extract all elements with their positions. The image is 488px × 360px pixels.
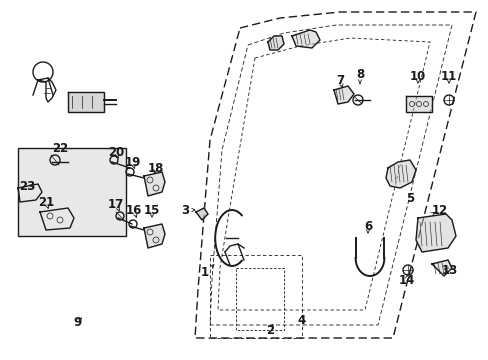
Polygon shape [143,172,164,196]
Text: 20: 20 [108,145,124,158]
Text: 11: 11 [440,69,456,82]
Text: 7: 7 [335,73,344,86]
Text: 19: 19 [124,157,141,170]
Polygon shape [18,184,42,202]
Polygon shape [405,96,431,112]
Polygon shape [431,260,451,276]
Text: 16: 16 [125,203,142,216]
Text: 5: 5 [405,192,413,204]
Text: 6: 6 [363,220,371,233]
Polygon shape [40,208,74,230]
Polygon shape [333,86,353,104]
Text: 2: 2 [265,324,273,337]
Text: 23: 23 [19,180,35,193]
Polygon shape [291,30,319,48]
Polygon shape [196,208,207,220]
Polygon shape [267,36,284,50]
Text: 18: 18 [147,162,164,175]
Text: 12: 12 [431,203,447,216]
Text: 9: 9 [73,315,81,328]
Text: 15: 15 [143,203,160,216]
Text: 4: 4 [297,314,305,327]
Text: 14: 14 [398,274,414,287]
Text: 3: 3 [181,203,189,216]
Polygon shape [68,92,104,112]
Text: 22: 22 [52,141,68,154]
Text: 1: 1 [201,266,209,279]
Polygon shape [385,160,415,188]
Polygon shape [143,224,164,248]
Text: 17: 17 [108,198,124,211]
Text: 21: 21 [38,195,54,208]
Polygon shape [415,214,455,252]
Text: 8: 8 [355,68,364,81]
Bar [18,148,126,236]
Text: 10: 10 [409,69,425,82]
Text: 13: 13 [441,264,457,276]
